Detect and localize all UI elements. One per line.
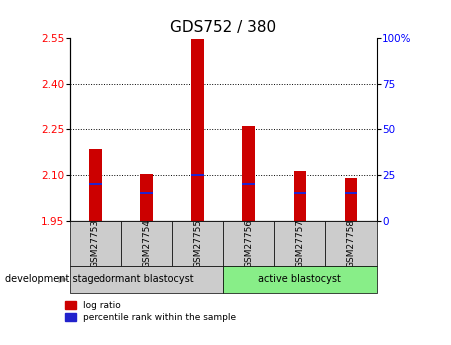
Bar: [243, 126, 255, 221]
Title: GDS752 / 380: GDS752 / 380: [170, 20, 276, 36]
Bar: [191, 39, 204, 221]
Bar: [70, 221, 121, 266]
Text: GSM27757: GSM27757: [295, 219, 304, 268]
Text: GSM27758: GSM27758: [346, 219, 355, 268]
Bar: [294, 170, 306, 221]
Bar: [140, 193, 153, 194]
Bar: [345, 193, 358, 194]
Text: dormant blastocyst: dormant blastocyst: [99, 275, 194, 284]
Bar: [294, 193, 306, 194]
Bar: [89, 183, 102, 185]
Bar: [191, 174, 204, 176]
Bar: [274, 221, 326, 266]
Bar: [89, 149, 102, 221]
Bar: [345, 178, 358, 221]
Bar: [243, 183, 255, 185]
Bar: [70, 266, 223, 293]
Text: GSM27755: GSM27755: [193, 219, 202, 268]
Bar: [172, 221, 223, 266]
Text: GSM27756: GSM27756: [244, 219, 253, 268]
Bar: [140, 174, 153, 221]
Bar: [121, 221, 172, 266]
Bar: [326, 221, 377, 266]
Legend: log ratio, percentile rank within the sample: log ratio, percentile rank within the sa…: [65, 301, 237, 322]
Text: development stage: development stage: [5, 275, 99, 284]
Text: active blastocyst: active blastocyst: [258, 275, 341, 284]
Text: GSM27753: GSM27753: [91, 219, 100, 268]
Bar: [223, 266, 377, 293]
Bar: [223, 221, 274, 266]
Text: GSM27754: GSM27754: [142, 219, 151, 268]
